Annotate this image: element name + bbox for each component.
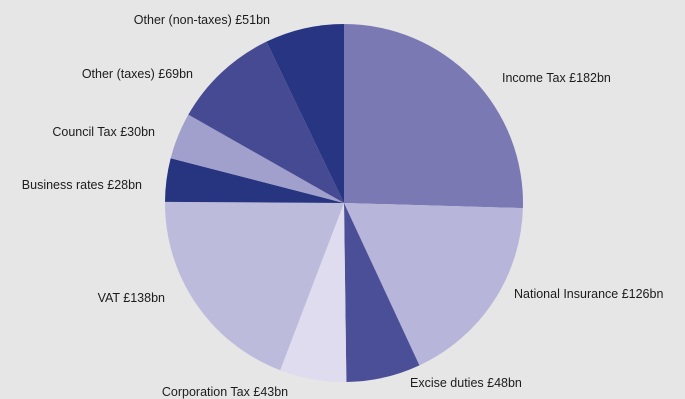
pie-slice-national-insurance — [344, 203, 523, 366]
pie-slice-excise-duties — [344, 203, 420, 382]
pie-slice-council-tax — [170, 114, 344, 203]
pie-label-excise-duties: Excise duties £48bn — [410, 376, 522, 390]
pie-slice-other-taxes — [188, 41, 344, 204]
pie-label-business-rates: Business rates £28bn — [22, 178, 142, 192]
pie-label-corporation-tax: Corporation Tax £43bn — [162, 385, 288, 399]
pie-label-council-tax: Council Tax £30bn — [52, 125, 155, 139]
pie-label-other-taxes: Other (taxes) £69bn — [82, 67, 193, 81]
pie-slice-vat — [164, 201, 344, 371]
pie-label-income-tax: Income Tax £182bn — [502, 71, 611, 85]
pie-labels: Income Tax £182bn National Insurance £126… — [22, 13, 664, 399]
pie-slice-income-tax — [344, 24, 524, 209]
pie-label-vat: VAT £138bn — [98, 291, 165, 305]
pie-label-national-insurance: National Insurance £126bn — [514, 287, 663, 301]
pie-slice-corporation-tax — [280, 203, 347, 382]
pie-slice-business-rates — [165, 158, 344, 203]
pie-slice-other-non-taxes — [266, 24, 344, 203]
pie-label-other-non-taxes: Other (non-taxes) £51bn — [134, 13, 270, 27]
pie-slices — [164, 24, 524, 382]
